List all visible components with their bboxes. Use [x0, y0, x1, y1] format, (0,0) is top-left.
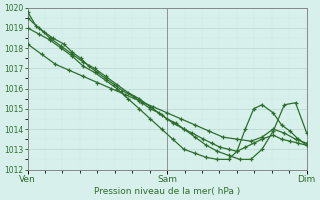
- X-axis label: Pression niveau de la mer( hPa ): Pression niveau de la mer( hPa ): [94, 187, 240, 196]
